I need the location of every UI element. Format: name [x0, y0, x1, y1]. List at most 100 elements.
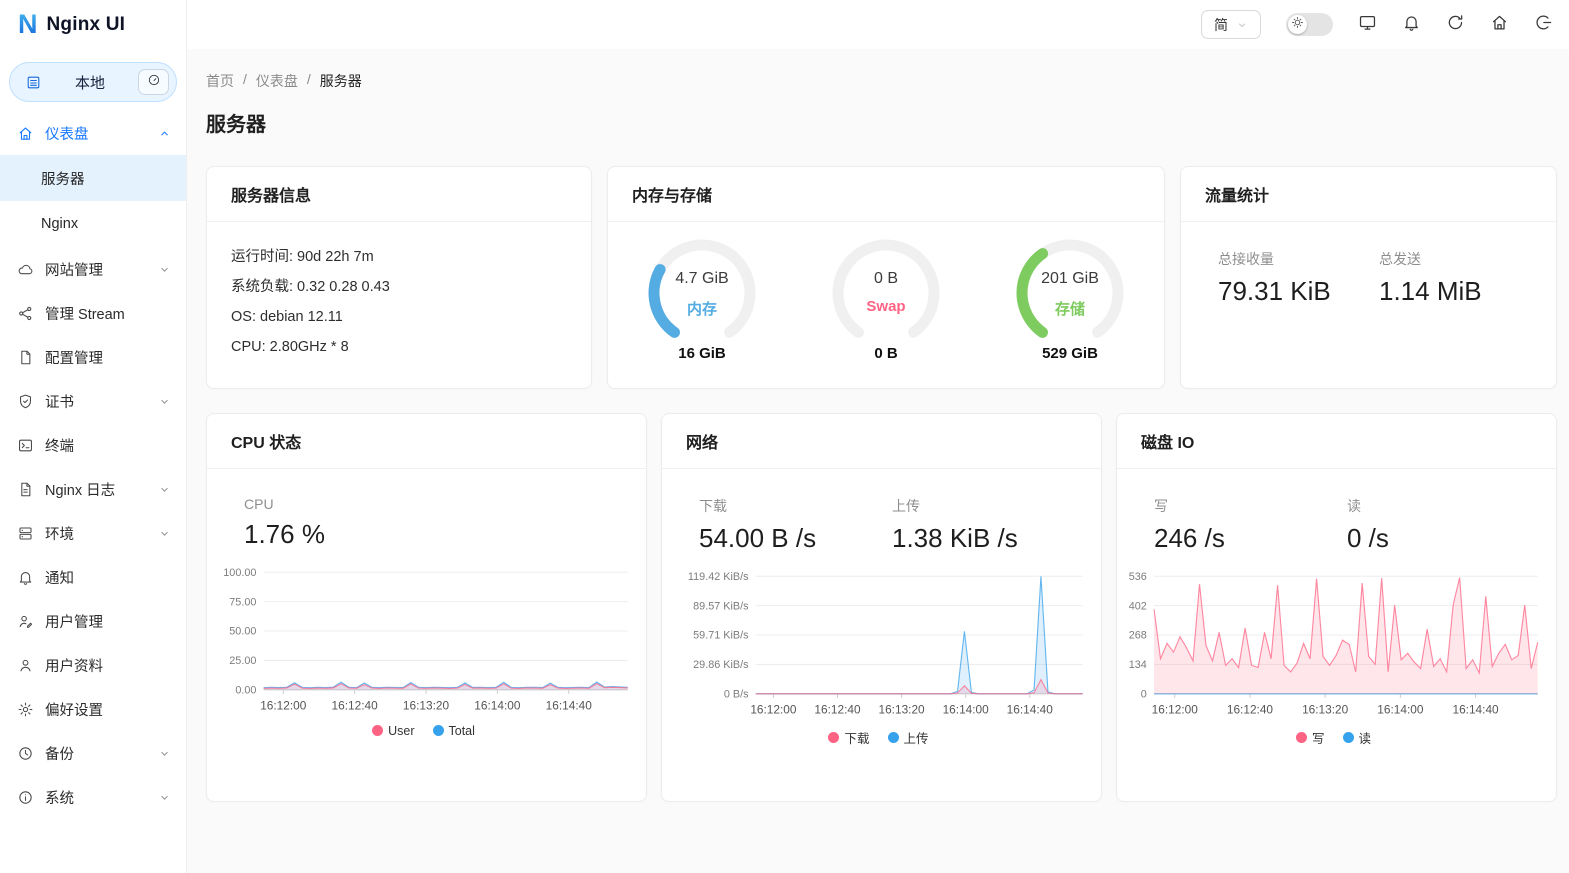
cpu-chart: 100.00 75.00 50.00 25.00 0.00 16:12:00 16:12:4… — [207, 550, 646, 750]
legend-item[interactable]: Total — [432, 723, 475, 738]
sidebar-item-nginx-log[interactable]: Nginx 日志 — [0, 467, 186, 511]
card-title: 磁盘 IO — [1117, 414, 1556, 469]
sidebar-item-label: 终端 — [45, 438, 74, 455]
sidebar-item-label: 系统 — [45, 790, 74, 807]
history-icon — [17, 745, 34, 762]
breadcrumb: 首页 / 仪表盘 / 服务器 — [206, 71, 1557, 91]
svg-text:536: 536 — [1129, 571, 1147, 583]
stat-block: 总接收量 79.31 KiB — [1218, 249, 1379, 307]
sidebar-subitem-server[interactable]: 服务器 — [0, 155, 186, 201]
server-info-line: 运行时间: 90d 22h 7m — [231, 249, 374, 265]
svg-text:16:12:40: 16:12:40 — [332, 698, 379, 712]
breadcrumb-item[interactable]: 首页 — [206, 73, 234, 89]
svg-text:0 B/s: 0 B/s — [724, 688, 749, 700]
legend-item[interactable]: 读 — [1342, 728, 1372, 747]
svg-text:16:12:00: 16:12:00 — [260, 698, 307, 712]
svg-text:100.00: 100.00 — [223, 567, 256, 579]
legend-label: Total — [448, 723, 475, 738]
server-info-card: 服务器信息 运行时间: 90d 22h 7m 系统负载: 0.32 0.28 0.… — [206, 166, 592, 389]
server-info-line: CPU: 2.80GHz * 8 — [231, 339, 349, 355]
environment-selector[interactable]: 本地 — [9, 62, 177, 102]
svg-text:16:13:20: 16:13:20 — [403, 698, 450, 712]
svg-text:16:13:20: 16:13:20 — [1302, 702, 1349, 716]
svg-text:402: 402 — [1129, 600, 1147, 612]
logout-icon — [1534, 13, 1553, 37]
sidebar-item-user-management[interactable]: 用户管理 — [0, 599, 186, 643]
memory-gauges: 4.7 GiB 内存 16 GiB 0 B Swap 0 B 201 GiB 存… — [608, 222, 1164, 366]
user-edit-icon — [17, 613, 34, 630]
sidebar-item-stream[interactable]: 管理 Stream — [0, 291, 186, 335]
sidebar-item-preferences[interactable]: 偏好设置 — [0, 687, 186, 731]
server-icon — [17, 525, 34, 542]
svg-text:268: 268 — [1129, 630, 1147, 642]
svg-text:16:13:20: 16:13:20 — [879, 702, 926, 716]
sidebar-item-notifications[interactable]: 通知 — [0, 555, 186, 599]
stat-value: 1.14 MiB — [1379, 276, 1482, 306]
svg-text:134: 134 — [1129, 659, 1147, 671]
disk-chart: 536 402 268 134 0 16:12:00 16:12:40 16:13:20 16:… — [1117, 554, 1556, 759]
logout-button[interactable] — [1534, 13, 1553, 37]
sidebar-item-sites[interactable]: 网站管理 — [0, 247, 186, 291]
server-info-line: OS: debian 12.11 — [231, 309, 343, 325]
sidebar-item-system[interactable]: 系统 — [0, 775, 186, 819]
card-title: 网络 — [662, 414, 1101, 469]
legend-item[interactable]: User — [372, 724, 415, 738]
env-selector-label: 本地 — [74, 74, 105, 92]
reload-button[interactable] — [1446, 13, 1465, 37]
sidebar-item-certificates[interactable]: 证书 — [0, 379, 186, 423]
gauge-total: 0 B — [874, 345, 898, 362]
network-chart-svg: 119.42 KiB/s 89.57 KiB/s 59.71 KiB/s 29.86 … — [688, 571, 1083, 716]
display-button[interactable] — [1358, 13, 1377, 37]
legend-dot — [887, 731, 899, 743]
stat-value: 1.76 % — [244, 519, 325, 549]
gauge-ring — [1016, 239, 1124, 347]
svg-text:75.00: 75.00 — [229, 596, 256, 608]
stat-block: 下载 54.00 B /s — [699, 496, 892, 554]
legend-item[interactable]: 上传 — [887, 728, 929, 747]
gauge-swap: 0 B Swap 0 B — [827, 234, 945, 362]
sidebar-subitem-nginx[interactable]: Nginx — [0, 201, 186, 247]
sidebar-item-label: 配置管理 — [45, 350, 103, 367]
legend-label: 读 — [1358, 731, 1372, 746]
nginx-ui-logo-icon: N — [18, 9, 38, 39]
sidebar-item-backup[interactable]: 备份 — [0, 731, 186, 775]
sidebar-item-terminal[interactable]: 终端 — [0, 423, 186, 467]
legend-item[interactable]: 写 — [1295, 728, 1325, 747]
breadcrumb-item[interactable]: 仪表盘 — [255, 73, 298, 89]
file-text-icon — [17, 481, 34, 498]
legend-dot — [1342, 731, 1354, 743]
env-dashboard-button[interactable] — [138, 69, 169, 95]
gauge-memory: 4.7 GiB 内存 16 GiB — [643, 234, 761, 362]
theme-toggle[interactable] — [1286, 13, 1333, 36]
disk-io-card: 磁盘 IO 写 246 /s 读 0 /s 536 402 268 134 0 16:12:… — [1116, 413, 1557, 802]
disk-stats: 写 246 /s 读 0 /s — [1117, 469, 1556, 554]
env-list-icon — [25, 74, 42, 91]
notifications-button[interactable] — [1402, 13, 1421, 37]
disk-chart-svg: 536 402 268 134 0 16:12:00 16:12:40 16:13:20 16:… — [1129, 571, 1539, 716]
language-select[interactable]: 简 — [1201, 10, 1261, 39]
svg-text:16:12:00: 16:12:00 — [750, 702, 797, 716]
legend-dot — [1295, 731, 1307, 743]
shield-icon — [17, 393, 34, 410]
chart-legend: 下载 上传 — [666, 725, 1091, 759]
stat-label: 写 — [1154, 498, 1168, 514]
chevron-down-icon — [158, 395, 171, 408]
chevron-down-icon — [1236, 19, 1248, 31]
network-card: 网络 下载 54.00 B /s 上传 1.38 KiB /s 119.42 Ki… — [661, 413, 1102, 802]
sidebar-item-environments[interactable]: 环境 — [0, 511, 186, 555]
sidebar-item-dashboard[interactable]: 仪表盘 — [0, 111, 186, 155]
chevron-down-icon — [158, 791, 171, 804]
network-stats: 下载 54.00 B /s 上传 1.38 KiB /s — [662, 469, 1101, 554]
sidebar-item-profile[interactable]: 用户资料 — [0, 643, 186, 687]
app-logo[interactable]: N Nginx UI — [0, 0, 186, 49]
home-button[interactable] — [1490, 13, 1509, 37]
stat-value: 54.00 B /s — [699, 523, 817, 553]
sidebar-item-label: 管理 Stream — [45, 306, 125, 323]
sidebar-item-config[interactable]: 配置管理 — [0, 335, 186, 379]
legend-item[interactable]: 下载 — [828, 728, 870, 747]
sidebar-item-label: 备份 — [45, 746, 74, 763]
breadcrumb-separator: / — [243, 71, 247, 87]
sidebar-item-label: Nginx 日志 — [45, 482, 116, 499]
stat-value: 1.38 KiB /s — [892, 523, 1018, 553]
